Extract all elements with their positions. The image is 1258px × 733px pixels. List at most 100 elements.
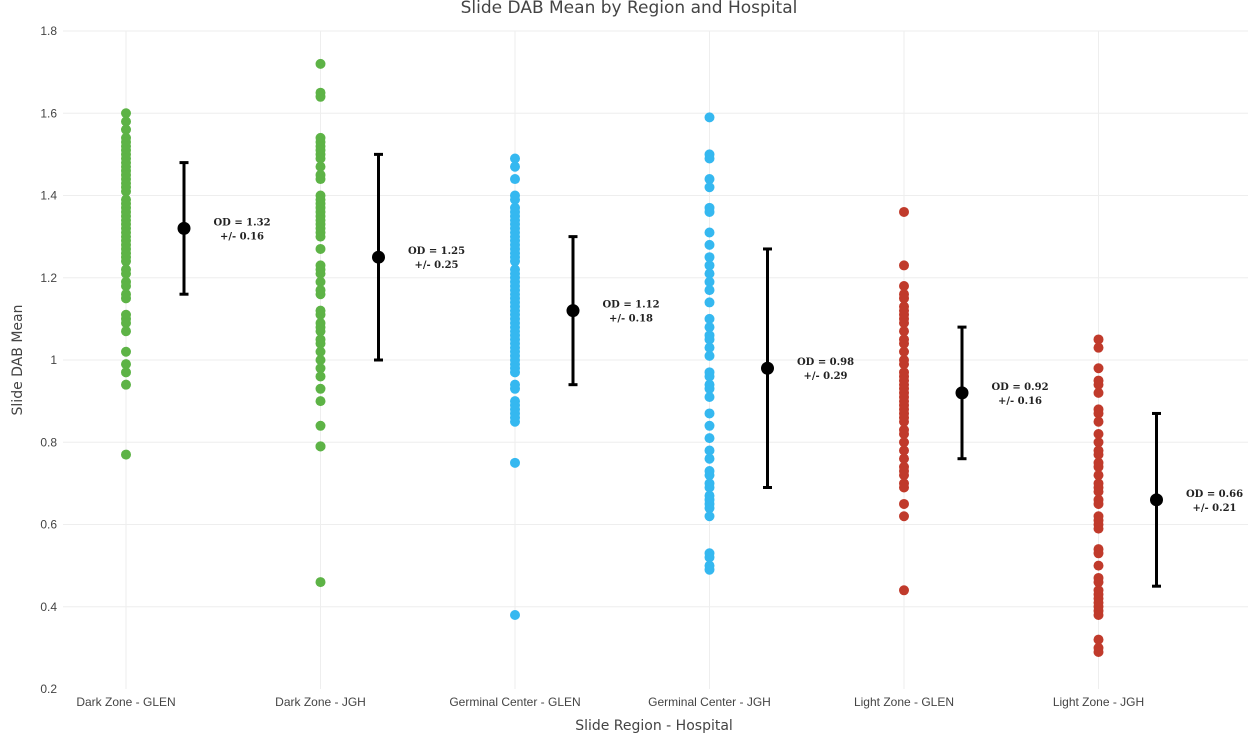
data-point [1093,646,1104,657]
data-point [315,243,326,254]
data-point [1093,548,1104,559]
grid-lines [63,30,1248,689]
annotation-sd: +/- 0.29 [803,371,847,382]
data-point [899,206,909,217]
data-point [315,338,326,349]
y-tick-label: 1 [50,353,57,367]
data-point [315,577,326,588]
y-axis-ticks: 0.2 0.4 0.6 0.8 1 1.2 1.4 1.6 1.8 [40,24,57,696]
annotation-sd: +/- 0.16 [220,231,264,242]
data-point [704,268,715,279]
data-point [704,453,715,464]
data-point [1093,461,1104,472]
data-point [899,511,909,522]
data-point [899,317,909,328]
data-point [510,174,520,185]
data-point [315,58,326,69]
data-point [704,182,715,193]
annotation-od: OD = 0.98 [797,357,854,368]
data-point [704,470,715,481]
data-point [1093,416,1104,427]
data-point [1093,437,1104,448]
data-point [704,408,715,419]
mean-marker [761,361,774,375]
data-point [315,396,326,407]
data-point [1093,387,1104,398]
data-point [121,116,131,127]
annotation-sd: +/- 0.18 [609,314,653,325]
data-point [704,227,715,238]
data-point [510,609,520,620]
data-point [1093,560,1104,571]
data-point [704,445,715,456]
data-point [510,194,520,205]
data-point [704,503,715,514]
data-point [315,363,326,374]
data-point [704,239,715,250]
data-point [899,429,909,440]
data-point [704,350,715,361]
annotation-od: OD = 1.32 [213,217,270,228]
data-points [121,58,1104,657]
data-point [704,153,715,164]
data-point [704,433,715,444]
data-point [899,437,909,448]
data-point [1093,334,1104,345]
data-point [1093,523,1104,534]
data-point [315,326,326,337]
annotation-od: OD = 1.25 [408,246,465,257]
data-point [121,268,131,279]
data-point [121,186,131,197]
data-point [1093,449,1104,460]
annotations: OD = 1.32 +/- 0.16 OD = 1.25 +/- 0.25 OD = 1… [213,217,1243,513]
x-tick-label: Light Zone - JGH [1053,695,1144,709]
data-point [704,420,715,431]
data-point [704,252,715,263]
data-point [704,552,715,563]
x-tick-label: Light Zone - GLEN [854,695,954,709]
y-tick-label: 0.4 [40,600,57,614]
data-point [704,313,715,324]
data-point [121,256,131,267]
annotation-od: OD = 1.12 [602,300,659,311]
data-point [121,280,131,291]
data-point [704,342,715,353]
data-point [315,420,326,431]
mean-marker [566,304,580,318]
annotation-od: OD = 0.66 [1186,489,1243,500]
data-point [704,322,715,333]
y-tick-label: 1.6 [40,106,57,120]
data-point [1093,577,1104,588]
mean-marker [955,386,969,400]
y-tick-label: 0.2 [40,682,57,696]
x-tick-label: Germinal Center - GLEN [449,695,580,709]
annotation-sd: +/- 0.25 [414,260,458,271]
data-point [121,359,131,370]
data-point [704,392,715,403]
data-point [704,564,715,575]
data-point [315,309,326,320]
data-point [704,260,715,271]
data-point [121,326,131,337]
y-tick-label: 1.8 [40,24,57,38]
data-point [1093,429,1104,440]
data-point [315,289,326,300]
data-point [315,161,326,172]
data-point [315,383,326,394]
data-point [510,367,520,378]
data-point [704,276,715,287]
data-point [1093,609,1104,620]
data-point [315,231,326,242]
data-point [704,334,715,345]
data-point [899,470,909,481]
data-point [1093,342,1104,353]
data-point [899,359,909,370]
data-point [1093,470,1104,481]
data-point [1093,379,1104,390]
data-point [1093,408,1104,419]
data-point [315,91,326,102]
data-point [899,585,909,596]
data-point [315,346,326,357]
annotation-od: OD = 0.92 [991,382,1048,393]
